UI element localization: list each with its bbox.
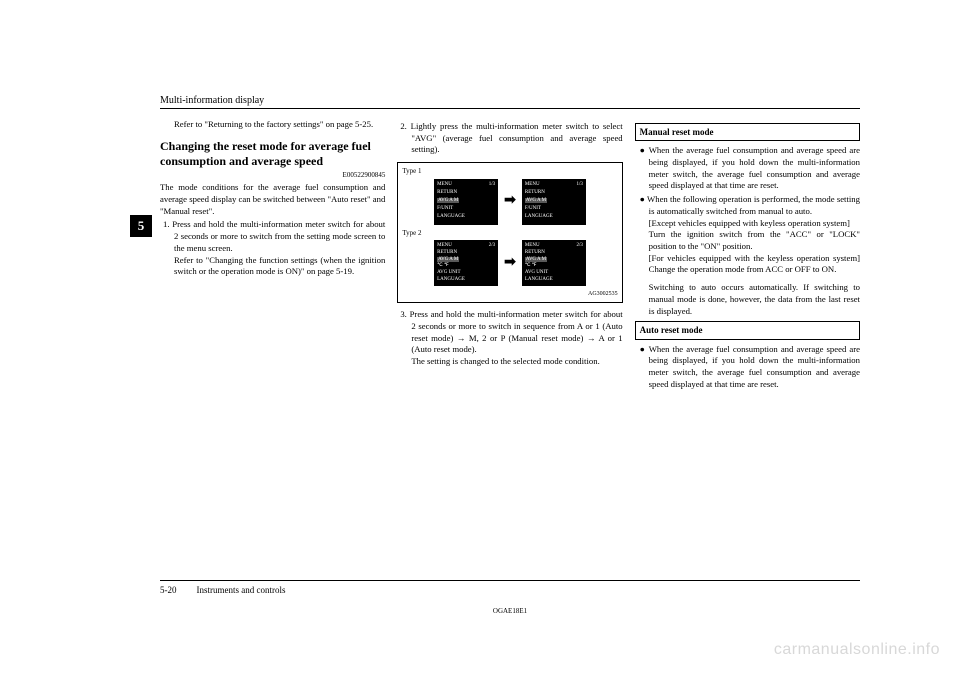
- step-2: 2. Lightly press the multi-information m…: [397, 121, 622, 156]
- display-screen: MENU 2/3 RETURN AVG A M ℃ ℉ AVG UNIT LAN…: [522, 240, 586, 286]
- figure-code: AG3002535: [402, 290, 617, 298]
- step-3: 3. Press and hold the multi-information …: [397, 309, 622, 356]
- step-3b: The setting is changed to the selected m…: [397, 356, 622, 368]
- bullet-2: ● When the following operation is perfor…: [635, 194, 860, 217]
- footer-section: Instruments and controls: [197, 585, 286, 595]
- section-heading: Changing the reset mode for average fuel…: [160, 139, 385, 169]
- figure-row-1: MENU 1/3 RETURN AVG A M F/UNIT LANGUAGE …: [402, 179, 617, 225]
- page-header: Multi-information display: [160, 95, 860, 109]
- bullet-2b: Turn the ignition switch from the "ACC" …: [635, 229, 860, 252]
- bullet-4: ● When the average fuel consumption and …: [635, 344, 860, 391]
- step-1-reference: Refer to "Changing the function settings…: [160, 255, 385, 278]
- figure-type-1-label: Type 1: [402, 167, 617, 176]
- column-1: Refer to "Returning to the factory setti…: [160, 119, 385, 391]
- intro-reference: Refer to "Returning to the factory setti…: [160, 119, 385, 131]
- bullet-2a: [Except vehicles equipped with keyless o…: [635, 218, 860, 230]
- columns: Refer to "Returning to the factory setti…: [160, 119, 860, 391]
- arrow-icon: ➡: [504, 254, 516, 273]
- figure-box: Type 1 MENU 1/3 RETURN AVG A M F/UNIT LA…: [397, 162, 622, 303]
- arrow-icon: ➡: [504, 192, 516, 211]
- display-screen: MENU 2/3 RETURN AVG A M ℃ ℉ AVG UNIT LAN…: [434, 240, 498, 286]
- bullet-2c: [For vehicles equipped with the keyless …: [635, 253, 860, 276]
- column-3: Manual reset mode ● When the average fue…: [635, 119, 860, 391]
- watermark: carmanualsonline.info: [774, 641, 940, 659]
- bullet-1: ● When the average fuel consumption and …: [635, 145, 860, 192]
- figure-row-2: MENU 2/3 RETURN AVG A M ℃ ℉ AVG UNIT LAN…: [402, 240, 617, 286]
- reference-code: E00522900845: [160, 171, 385, 180]
- auto-reset-box: Auto reset mode: [635, 321, 860, 339]
- bullet-3: Switching to auto occurs automatically. …: [635, 282, 860, 317]
- step-1: 1. Press and hold the multi-information …: [160, 219, 385, 254]
- page-content: Multi-information display 5 Refer to "Re…: [160, 95, 860, 595]
- display-screen: MENU 1/3 RETURN AVG A M F/UNIT LANGUAGE: [434, 179, 498, 225]
- manual-reset-box: Manual reset mode: [635, 123, 860, 141]
- body-text: The mode conditions for the average fuel…: [160, 182, 385, 217]
- document-code: OGAE18E1: [493, 607, 527, 615]
- figure-type-2-label: Type 2: [402, 229, 617, 238]
- page-number: 5-20: [160, 585, 177, 595]
- page-footer: 5-20 Instruments and controls: [160, 580, 860, 595]
- column-2: 2. Lightly press the multi-information m…: [397, 119, 622, 391]
- display-screen: MENU 1/3 RETURN AVG A M F/UNIT LANGUAGE: [522, 179, 586, 225]
- section-tab: 5: [130, 215, 152, 237]
